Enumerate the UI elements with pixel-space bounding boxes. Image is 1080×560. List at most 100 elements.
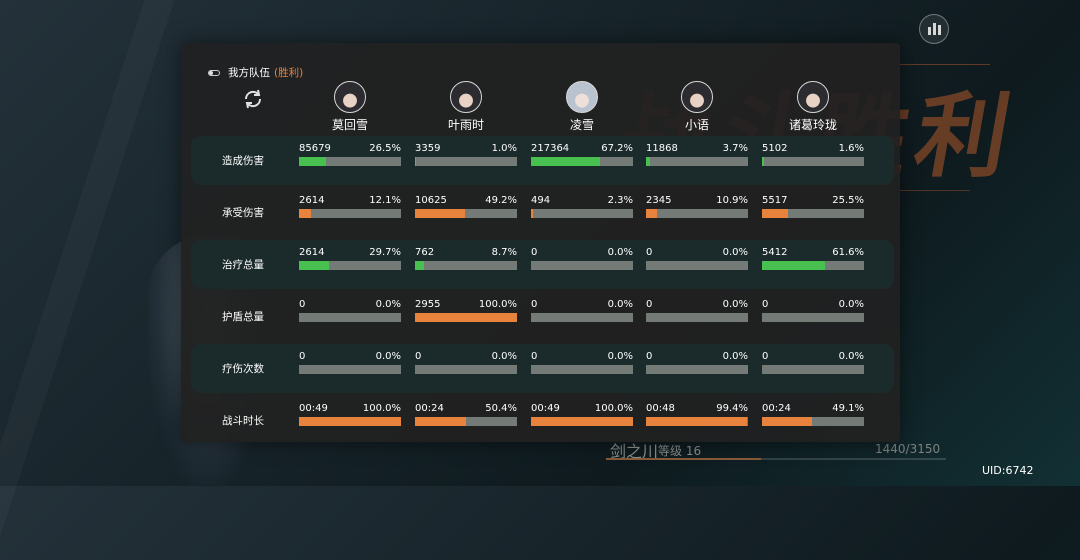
stat-bar bbox=[762, 209, 864, 218]
stat-cell: 0 0.0% bbox=[299, 350, 401, 374]
stat-cell: 11868 3.7% bbox=[646, 142, 748, 166]
stat-bar bbox=[646, 261, 748, 270]
stat-label: 护盾总量 bbox=[222, 311, 264, 323]
hero-column-header[interactable]: 诸葛玲珑 bbox=[762, 81, 864, 133]
hero-name: 莫回雪 bbox=[331, 118, 368, 132]
stat-percent: 0.0% bbox=[607, 299, 633, 310]
stat-values: 0 0.0% bbox=[646, 246, 748, 260]
stats-toggle-button[interactable] bbox=[919, 14, 949, 44]
stat-bar-fill bbox=[299, 209, 312, 218]
stat-percent: 61.6% bbox=[832, 247, 864, 258]
stat-bar bbox=[299, 157, 401, 166]
stat-percent: 3.7% bbox=[722, 143, 748, 154]
stat-values: 00:49 100.0% bbox=[299, 402, 401, 416]
stat-bar bbox=[531, 157, 633, 166]
stat-label: 战斗时长 bbox=[222, 415, 264, 427]
stat-bar bbox=[299, 261, 401, 270]
bar-chart-icon bbox=[927, 27, 931, 35]
stat-cell: 00:24 50.4% bbox=[415, 402, 517, 426]
stat-values: 2614 12.1% bbox=[299, 194, 401, 208]
stat-values: 762 8.7% bbox=[415, 246, 517, 260]
stat-bar bbox=[646, 417, 748, 426]
stat-bar-fill bbox=[531, 417, 633, 426]
player-name: 剑之川 bbox=[610, 442, 659, 461]
stat-cell: 00:24 49.1% bbox=[762, 402, 864, 426]
stat-value: 00:48 bbox=[646, 403, 675, 414]
toggle-icon[interactable] bbox=[208, 69, 220, 76]
stat-bar bbox=[646, 209, 748, 218]
stat-percent: 2.3% bbox=[607, 195, 633, 206]
stat-percent: 49.1% bbox=[832, 403, 864, 414]
stat-value: 0 bbox=[531, 351, 538, 362]
stat-value: 2614 bbox=[299, 247, 325, 258]
stat-percent: 0.0% bbox=[375, 351, 401, 362]
stat-values: 494 2.3% bbox=[531, 194, 633, 208]
stat-row: 造成伤害 85679 26.5% 3359 1.0% 217364 67.2% 11868 3.… bbox=[191, 136, 894, 185]
stat-cell: 762 8.7% bbox=[415, 246, 517, 270]
stat-bar bbox=[646, 365, 748, 374]
stat-row: 战斗时长 00:49 100.0% 00:24 50.4% 00:49 100.0% 00:4… bbox=[191, 396, 894, 445]
stat-values: 0 0.0% bbox=[299, 350, 401, 364]
stat-value: 00:49 bbox=[299, 403, 328, 414]
stat-percent: 0.0% bbox=[838, 351, 864, 362]
stat-cell: 2614 12.1% bbox=[299, 194, 401, 218]
stat-percent: 100.0% bbox=[478, 299, 517, 310]
stat-percent: 49.2% bbox=[485, 195, 517, 206]
exp-bar bbox=[606, 458, 946, 460]
stat-values: 0 0.0% bbox=[531, 350, 633, 364]
exp-text: 1440/3150 bbox=[875, 442, 941, 456]
stat-bar-fill bbox=[762, 209, 788, 218]
hero-name: 诸葛玲珑 bbox=[788, 118, 837, 132]
stat-bar bbox=[299, 209, 401, 218]
stat-cell: 00:49 100.0% bbox=[299, 402, 401, 426]
stat-bar-fill bbox=[415, 417, 467, 426]
stat-label: 造成伤害 bbox=[222, 155, 264, 167]
battle-stats-panel: 我方队伍 (胜利) 莫回雪 叶雨时 凌雪 小语 诸葛玲珑 造成伤害 85679 26… bbox=[181, 43, 900, 442]
stat-values: 5517 25.5% bbox=[762, 194, 864, 208]
stat-values: 3359 1.0% bbox=[415, 142, 517, 156]
hero-column-header[interactable]: 叶雨时 bbox=[415, 81, 517, 133]
stat-bar bbox=[762, 261, 864, 270]
stat-bar bbox=[531, 261, 633, 270]
stat-values: 0 0.0% bbox=[299, 298, 401, 312]
decor-line bbox=[900, 190, 970, 191]
stat-cell: 0 0.0% bbox=[762, 298, 864, 322]
stat-value: 5412 bbox=[762, 247, 788, 258]
stat-bar bbox=[531, 209, 633, 218]
stat-values: 2345 10.9% bbox=[646, 194, 748, 208]
decor-line bbox=[900, 64, 990, 65]
stat-bar-fill bbox=[531, 209, 534, 218]
stat-bar bbox=[415, 417, 517, 426]
stat-values: 00:24 50.4% bbox=[415, 402, 517, 416]
hero-column-header[interactable]: 凌雪 bbox=[531, 81, 633, 133]
hero-avatar bbox=[334, 81, 366, 113]
stat-percent: 26.5% bbox=[369, 143, 401, 154]
stat-values: 10625 49.2% bbox=[415, 194, 517, 208]
stat-cell: 00:48 99.4% bbox=[646, 402, 748, 426]
stat-percent: 0.0% bbox=[491, 351, 517, 362]
stat-cell: 2345 10.9% bbox=[646, 194, 748, 218]
stat-bar-fill bbox=[646, 209, 658, 218]
stat-value: 0 bbox=[299, 351, 306, 362]
hero-avatar bbox=[450, 81, 482, 113]
stat-percent: 12.1% bbox=[369, 195, 401, 206]
stat-value: 0 bbox=[762, 351, 769, 362]
stat-bar bbox=[299, 417, 401, 426]
stat-values: 0 0.0% bbox=[762, 298, 864, 312]
hero-column-header[interactable]: 小语 bbox=[646, 81, 748, 133]
stat-percent: 0.0% bbox=[607, 247, 633, 258]
stat-values: 5412 61.6% bbox=[762, 246, 864, 260]
hero-avatar bbox=[681, 81, 713, 113]
hero-name: 凌雪 bbox=[569, 118, 594, 132]
stat-cell: 3359 1.0% bbox=[415, 142, 517, 166]
hero-column-header[interactable]: 莫回雪 bbox=[299, 81, 401, 133]
stat-bar bbox=[646, 313, 748, 322]
team-result: (胜利) bbox=[274, 67, 304, 79]
stat-label: 治疗总量 bbox=[222, 259, 264, 271]
stat-value: 2614 bbox=[299, 195, 325, 206]
team-header: 我方队伍 (胜利) bbox=[208, 65, 303, 80]
stat-row: 护盾总量 0 0.0% 2955 100.0% 0 0.0% 0 0.0% 0 0.0% bbox=[191, 292, 894, 341]
bar-chart-icon bbox=[937, 25, 941, 35]
stat-value: 0 bbox=[646, 351, 653, 362]
refresh-icon[interactable] bbox=[241, 89, 265, 109]
